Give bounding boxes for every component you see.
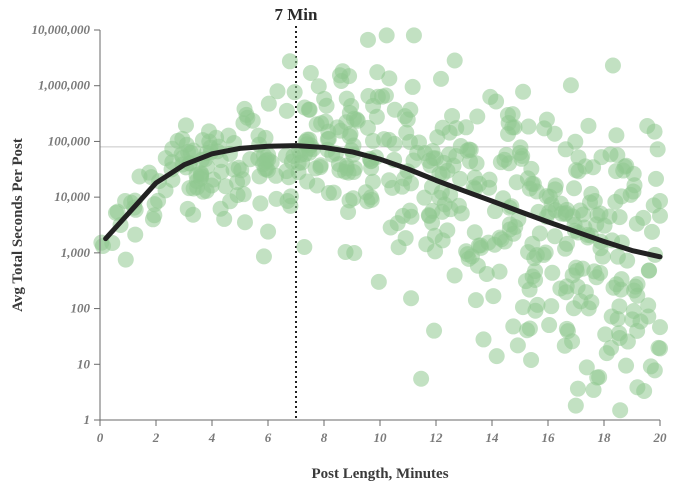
annotation-7min: 7 Min [275,5,319,24]
svg-text:10: 10 [77,356,91,371]
svg-text:1: 1 [84,412,91,427]
svg-text:16: 16 [542,430,556,445]
svg-text:8: 8 [321,430,328,445]
svg-text:10,000: 10,000 [54,189,90,204]
scatter-chart: 0 2 4 6 8 10 12 14 16 18 20 1 10 100 1,000 10,000 100,0… [0,0,700,500]
svg-text:10: 10 [374,430,388,445]
x-axis-ticks: 0 2 4 6 8 10 12 14 16 18 20 [97,420,667,445]
svg-text:1,000: 1,000 [61,245,91,260]
svg-text:18: 18 [598,430,612,445]
svg-text:12: 12 [430,430,444,445]
svg-text:2: 2 [152,430,160,445]
scatter-points [93,27,668,418]
svg-text:100,000: 100,000 [48,133,91,148]
y-axis-label: Avg Total Seconds Per Post [10,138,26,312]
svg-text:4: 4 [208,430,216,445]
svg-text:6: 6 [265,430,272,445]
y-axis-ticks: 1 10 100 1,000 10,000 100,000 1,000,000 10,000,… [32,22,101,427]
svg-text:10,000,000: 10,000,000 [32,22,91,37]
svg-text:1,000,000: 1,000,000 [38,78,91,93]
svg-text:20: 20 [653,430,668,445]
svg-text:0: 0 [97,430,104,445]
x-axis-label: Post Length, Minutes [311,466,448,482]
svg-text:14: 14 [486,430,500,445]
svg-text:100: 100 [71,301,91,316]
